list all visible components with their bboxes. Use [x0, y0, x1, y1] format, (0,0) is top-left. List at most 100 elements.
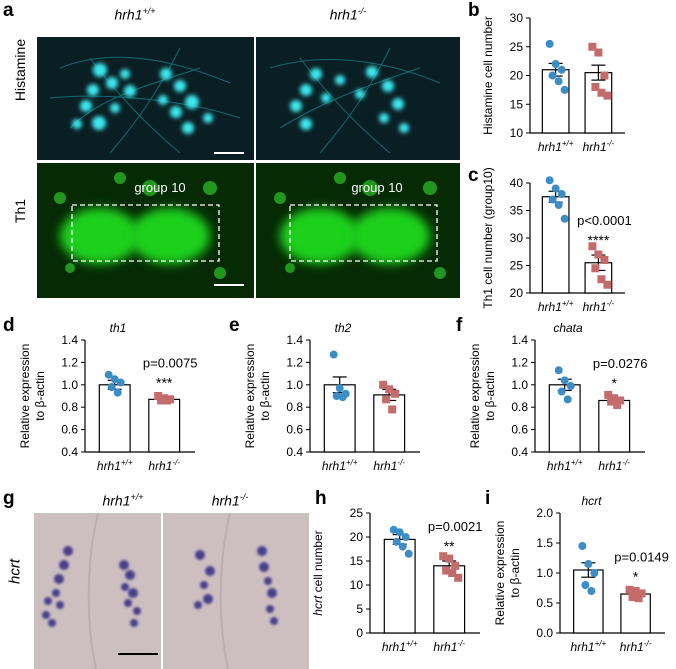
data-point-c [588, 242, 597, 251]
data-point-d [157, 396, 166, 405]
data-point-c [560, 214, 569, 223]
data-point-b [560, 85, 569, 94]
histamine-neurons-wt [49, 47, 244, 154]
y-tick-label-i: 1.5 [536, 536, 553, 550]
y-tick-label-b: 20 [510, 69, 524, 83]
data-point-h [451, 561, 460, 570]
data-point-e [332, 392, 341, 400]
y-tick-label-e: 1.4 [286, 333, 303, 347]
chart-f: 0.4 0.6 0.8 1.0 1.2 1.4 Relative expression to … [468, 321, 647, 473]
bar-i-0 [573, 569, 604, 634]
y-tick-label-c: 40 [510, 176, 524, 190]
panel-label-h: h [315, 488, 327, 509]
data-point-i [637, 589, 646, 598]
y-tick-label-d: 0.6 [61, 423, 78, 437]
y-tick-label-d: 1.2 [61, 355, 78, 369]
y-tick-label-f: 1.2 [511, 355, 528, 369]
data-point-b [594, 48, 603, 57]
chart-title-i: hcrt [581, 494, 602, 508]
chart-c: 20 25 30 35 40 Th1 cell number (group10) hrh1+… [481, 167, 632, 314]
data-point-b [554, 77, 563, 86]
category-label-f: hrh1-/- [598, 458, 630, 473]
data-point-e [329, 350, 338, 359]
data-point-b [600, 71, 609, 80]
y-tick-label-b: 30 [510, 11, 524, 25]
y-tick-label-b: 15 [510, 97, 524, 111]
data-point-i [634, 594, 643, 603]
panel-label-f: f [456, 315, 463, 336]
category-label-c: hrh1-/- [583, 299, 615, 314]
category-label-i: hrh1-/- [620, 639, 652, 654]
histamine-image-wt [37, 37, 254, 160]
y-tick-label-h: 5 [356, 602, 363, 616]
y-axis-label-i: Relative expression [493, 521, 507, 626]
data-point-h [439, 552, 448, 561]
data-point-c [591, 264, 600, 273]
y-tick-label-f: 0.4 [511, 445, 528, 459]
p-value-f: p=0.0276 [593, 356, 648, 371]
genotype-title-wt-g: hrh1+/+ [102, 492, 144, 509]
y-tick-label-d: 0.4 [61, 445, 78, 459]
y-tick-label-c: 25 [510, 259, 524, 273]
data-point-e [382, 395, 391, 404]
y-tick-label-f: 0.8 [511, 400, 528, 414]
group-label-wt: group 10 [134, 180, 186, 195]
data-point-h [445, 554, 454, 563]
y-axis-label-d: Relative expression [18, 344, 32, 449]
panel-label-d: d [3, 315, 15, 336]
data-point-f [613, 400, 622, 409]
data-point-i [631, 587, 640, 595]
data-point-f [557, 387, 566, 396]
significance-stars-h: ** [444, 538, 455, 554]
chart-e: 0.4 0.6 0.8 1.0 1.2 1.4 Relative expression to … [243, 321, 420, 473]
category-label-f: hrh1+/+ [547, 458, 583, 473]
panel-label-g: g [3, 488, 15, 509]
data-point-d [163, 396, 172, 405]
micrograph-panel-a [0, 28, 460, 298]
y-tick-label-i: 1.0 [536, 566, 553, 580]
panel-label-e: e [229, 315, 240, 336]
data-point-e [379, 380, 388, 389]
data-point-f [604, 390, 613, 399]
hcrt-neurons-wt [42, 546, 141, 627]
hcrt-neurons-ko [194, 546, 278, 625]
data-point-i [578, 542, 587, 550]
y-tick-label-c: 30 [510, 231, 524, 245]
data-point-c [545, 176, 554, 185]
y-tick-label-e: 0.6 [286, 423, 303, 437]
y-tick-label-h: 25 [350, 506, 364, 520]
category-label-i: hrh1+/+ [571, 639, 607, 654]
bar-c-0 [541, 196, 570, 294]
p-value-h: p=0.0021 [428, 519, 483, 534]
panel-label-c: c [468, 165, 479, 186]
genotype-title-ko-g: hrh1-/- [211, 492, 249, 509]
data-point-i [584, 560, 593, 568]
genotype-title-ko-a: hrh1-/- [329, 6, 367, 23]
bar-b-1 [584, 72, 613, 134]
y-axis-label-e: Relative expression [243, 344, 257, 449]
th1-neurons-ko [274, 172, 446, 279]
chart-title-e: th2 [335, 321, 352, 335]
category-label-h: hrh1-/- [433, 639, 465, 654]
category-label-d: hrh1+/+ [97, 458, 133, 473]
data-point-b [603, 91, 612, 100]
data-point-d [104, 370, 113, 379]
bar-f-1 [598, 399, 631, 453]
data-point-h [454, 573, 463, 582]
y-tick-label-f: 1.4 [511, 333, 528, 347]
histamine-neurons-ko [269, 47, 441, 154]
bar-d-0 [98, 384, 131, 453]
y-axis-label2-d: to β-actin [33, 371, 47, 421]
y-tick-label-d: 1.0 [61, 378, 78, 392]
data-point-f [616, 396, 625, 405]
data-point-d [110, 375, 119, 384]
bar-f-0 [548, 384, 581, 453]
data-point-b [591, 83, 600, 91]
data-point-f [554, 366, 563, 375]
data-point-b [557, 65, 566, 74]
y-tick-label-h: 15 [350, 554, 364, 568]
y-axis-label-h: hcrt cell number [311, 530, 325, 615]
y-tick-label-i: 2.0 [536, 506, 553, 520]
y-tick-label-b: 10 [510, 126, 524, 140]
chart-title-d: th1 [110, 321, 127, 335]
